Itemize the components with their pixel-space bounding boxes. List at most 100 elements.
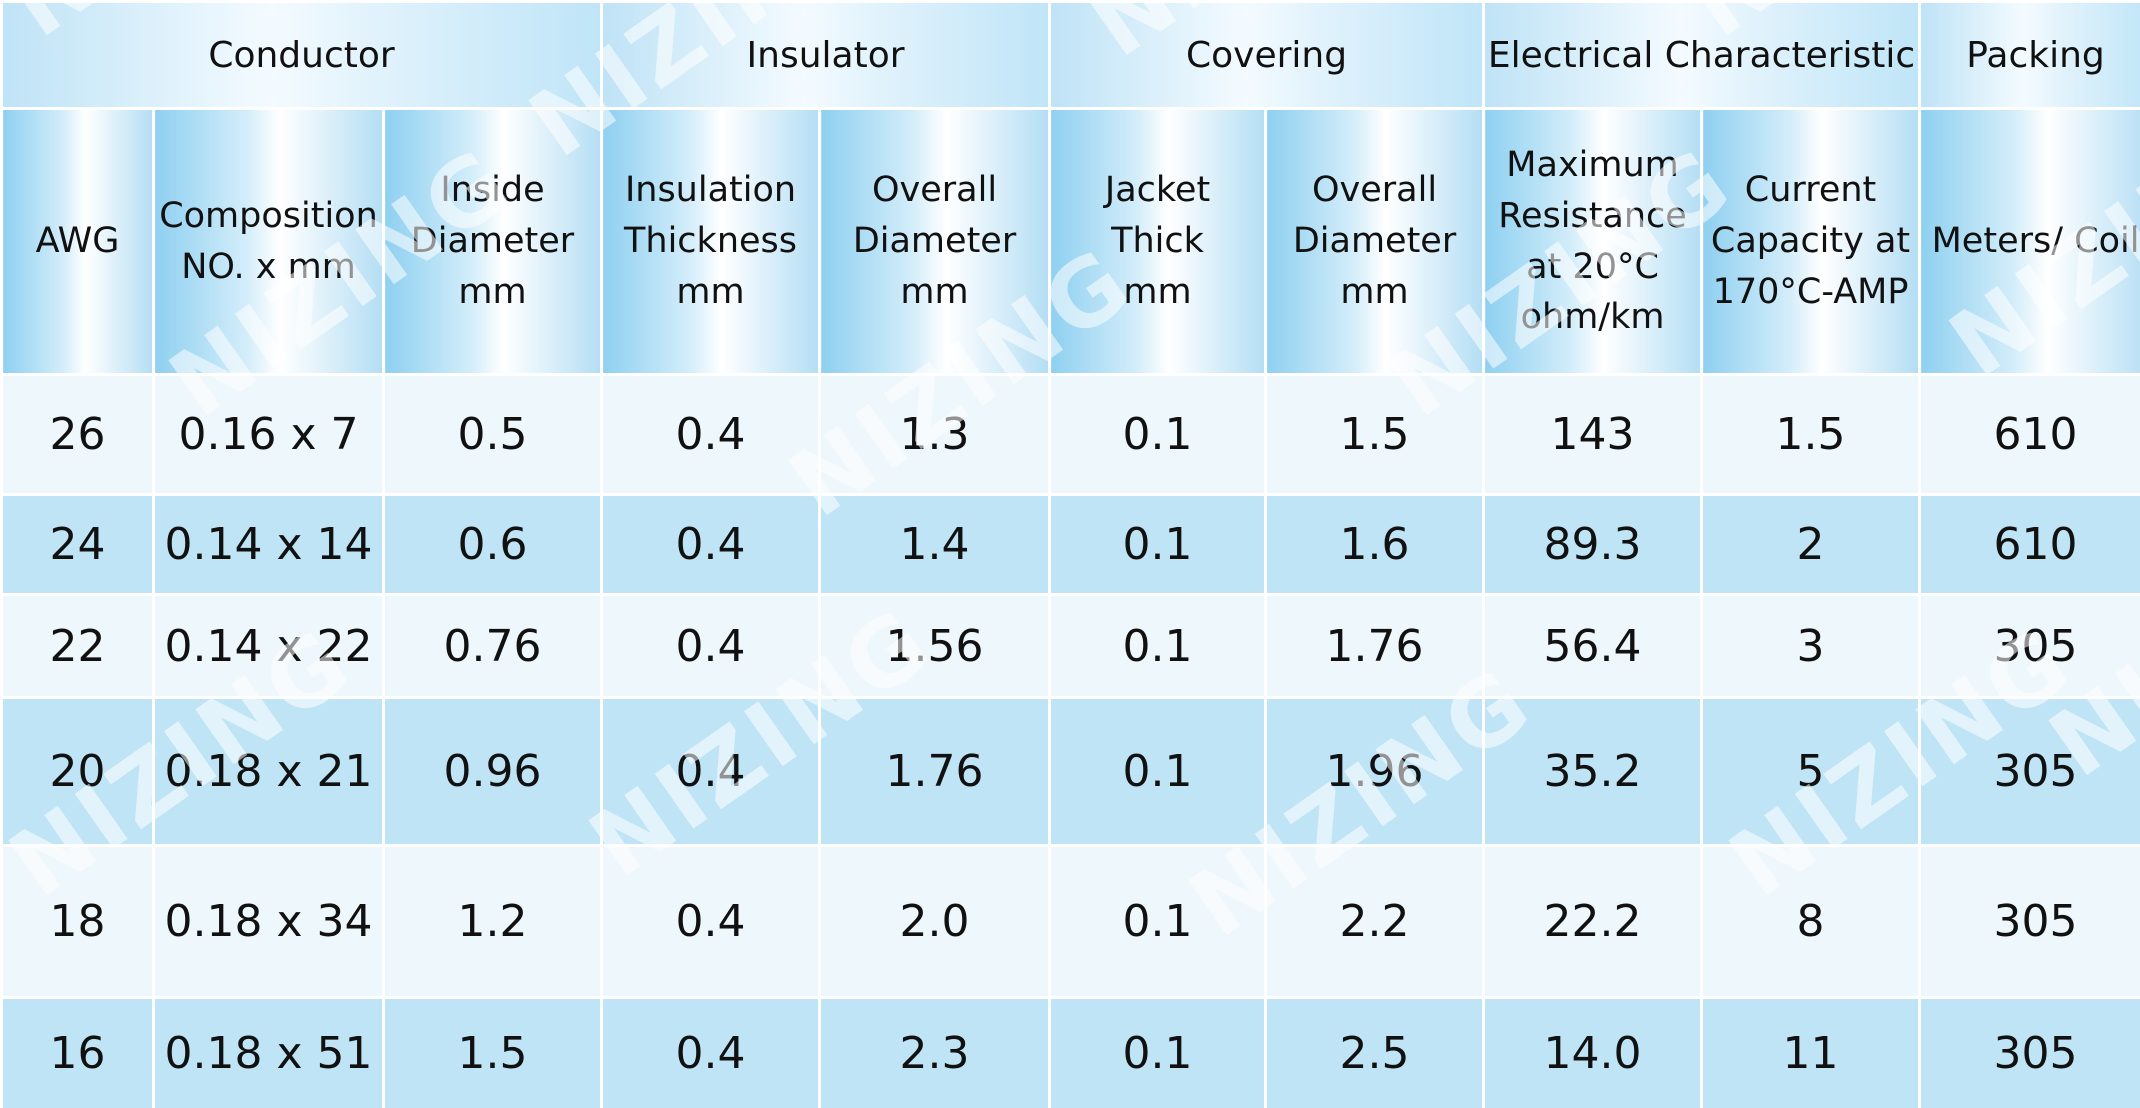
column-header-line: Thickness: [624, 221, 797, 262]
cell-insulator-overall-diameter: 1.3: [818, 373, 1052, 496]
table-row: 18 0.18 x 34 1.2 0.4 2.0 0.1 2.2 22.2 8 305: [0, 844, 2140, 999]
table-row: 20 0.18 x 21 0.96 0.4 1.76 0.1 1.96 35.2 5 305: [0, 696, 2140, 847]
cell-insulator-overall-diameter: 1.4: [818, 493, 1052, 596]
cell-inside-diameter: 0.76: [381, 593, 604, 699]
cell-current-capacity: 11: [1700, 996, 1922, 1108]
column-header-line: mm: [900, 271, 969, 312]
cell-meters-per-coil: 305: [1918, 844, 2140, 999]
cell-current-capacity: 1.5: [1700, 373, 1922, 496]
group-header-covering: Covering: [1048, 0, 1486, 110]
column-header-line: Capacity at: [1710, 221, 1911, 262]
column-header-line: Maximum: [1506, 145, 1679, 185]
column-header-line: Inside: [440, 170, 545, 211]
cell-covering-overall-diameter: 1.6: [1264, 493, 1486, 596]
cell-meters-per-coil: 610: [1918, 373, 2140, 496]
cell-max-resistance: 35.2: [1482, 696, 1704, 847]
cell-max-resistance: 56.4: [1482, 593, 1704, 699]
column-header-line: Insulation: [624, 170, 797, 211]
table-row: 22 0.14 x 22 0.76 0.4 1.56 0.1 1.76 56.4 3 305: [0, 593, 2140, 699]
cell-jacket-thick: 0.1: [1048, 996, 1268, 1108]
column-header-line: Diameter: [410, 221, 575, 262]
column-header-covering-overall-diameter: Overall Diameter mm: [1264, 107, 1486, 376]
column-header-line: mm: [676, 271, 745, 312]
column-header-composition: Composition NO. x mm: [152, 107, 385, 376]
group-header-packing: Packing: [1918, 0, 2140, 110]
cell-max-resistance: 89.3: [1482, 493, 1704, 596]
cell-jacket-thick: 0.1: [1048, 593, 1268, 699]
group-header-insulator: Insulator: [600, 0, 1052, 110]
cell-composition: 0.14 x 22: [152, 593, 385, 699]
column-header-line: mm: [458, 271, 527, 312]
column-header-insulator-overall-diameter: Overall Diameter mm: [818, 107, 1052, 376]
table-body: 26 0.16 x 7 0.5 0.4 1.3 0.1 1.5 143 1.5 610 24 0.14…: [0, 373, 2140, 1108]
group-header-electrical: Electrical Characteristic: [1482, 0, 1922, 110]
cell-meters-per-coil: 305: [1918, 593, 2140, 699]
column-header-meters-per-coil: Meters/ Coil: [1918, 107, 2140, 376]
column-header-line: ohm/km: [1520, 297, 1665, 338]
table-row: 24 0.14 x 14 0.6 0.4 1.4 0.1 1.6 89.3 2 610: [0, 493, 2140, 596]
cell-insulator-overall-diameter: 1.76: [818, 696, 1052, 847]
cell-awg: 26: [0, 373, 155, 496]
group-header-row: Conductor Insulator Covering Electrical …: [0, 0, 2140, 110]
cell-inside-diameter: 0.96: [381, 696, 604, 847]
column-header-line: Composition: [159, 195, 378, 236]
column-header-line: mm: [1340, 271, 1409, 312]
cell-meters-per-coil: 610: [1918, 493, 2140, 596]
cell-composition: 0.18 x 51: [152, 996, 385, 1108]
table-row: 26 0.16 x 7 0.5 0.4 1.3 0.1 1.5 143 1.5 610: [0, 373, 2140, 496]
cell-awg: 16: [0, 996, 155, 1108]
cell-covering-overall-diameter: 1.5: [1264, 373, 1486, 496]
cell-max-resistance: 14.0: [1482, 996, 1704, 1108]
column-header-awg: AWG: [0, 107, 155, 376]
cell-insulator-overall-diameter: 2.3: [818, 996, 1052, 1108]
cell-awg: 18: [0, 844, 155, 999]
cell-composition: 0.18 x 34: [152, 844, 385, 999]
column-header-line: Current: [1744, 170, 1877, 211]
cell-meters-per-coil: 305: [1918, 696, 2140, 847]
cell-composition: 0.16 x 7: [152, 373, 385, 496]
cell-insulator-overall-diameter: 1.56: [818, 593, 1052, 699]
group-header-conductor: Conductor: [0, 0, 604, 110]
cell-max-resistance: 143: [1482, 373, 1704, 496]
column-header-line: mm: [1123, 271, 1192, 312]
column-header-inside-diameter: Inside Diameter mm: [381, 107, 604, 376]
cell-jacket-thick: 0.1: [1048, 373, 1268, 496]
cell-current-capacity: 8: [1700, 844, 1922, 999]
cell-inside-diameter: 0.5: [381, 373, 604, 496]
cell-inside-diameter: 1.5: [381, 996, 604, 1108]
cell-awg: 24: [0, 493, 155, 596]
column-header-line: NO. x mm: [181, 246, 356, 287]
cell-current-capacity: 2: [1700, 493, 1922, 596]
cell-insulation-thickness: 0.4: [600, 844, 822, 999]
table-row: 16 0.18 x 51 1.5 0.4 2.3 0.1 2.5 14.0 11 305: [0, 996, 2140, 1108]
cell-covering-overall-diameter: 2.2: [1264, 844, 1486, 999]
cell-awg: 20: [0, 696, 155, 847]
column-header-line: Thick: [1111, 221, 1204, 262]
column-header-max-resistance: Maximum Resistance at 20°C ohm/km: [1482, 107, 1704, 376]
cell-current-capacity: 5: [1700, 696, 1922, 847]
column-header-jacket-thick: Jacket Thick mm: [1048, 107, 1268, 376]
column-header-line: at 20°C: [1526, 246, 1659, 287]
cell-insulation-thickness: 0.4: [600, 493, 822, 596]
cell-covering-overall-diameter: 2.5: [1264, 996, 1486, 1108]
column-header-line: AWG: [35, 221, 120, 262]
cell-insulation-thickness: 0.4: [600, 373, 822, 496]
column-header-line: Resistance: [1498, 195, 1687, 236]
column-header-line: Jacket: [1104, 170, 1211, 211]
column-header-line: Diameter: [852, 221, 1017, 262]
cell-covering-overall-diameter: 1.96: [1264, 696, 1486, 847]
cell-awg: 22: [0, 593, 155, 699]
column-header-line: Diameter: [1292, 221, 1457, 262]
cell-jacket-thick: 0.1: [1048, 696, 1268, 847]
column-header-line: 170°C-AMP: [1712, 271, 1909, 312]
cell-insulator-overall-diameter: 2.0: [818, 844, 1052, 999]
column-header-line: Overall: [1311, 170, 1438, 211]
column-header-current-capacity: Current Capacity at 170°C-AMP: [1700, 107, 1922, 376]
column-header-row: AWG Composition NO. x mm Inside Diameter mm In…: [0, 107, 2140, 376]
cell-composition: 0.18 x 21: [152, 696, 385, 847]
column-header-line: Meters/ Coil: [1931, 221, 2140, 262]
cell-insulation-thickness: 0.4: [600, 996, 822, 1108]
cell-jacket-thick: 0.1: [1048, 493, 1268, 596]
cell-composition: 0.14 x 14: [152, 493, 385, 596]
